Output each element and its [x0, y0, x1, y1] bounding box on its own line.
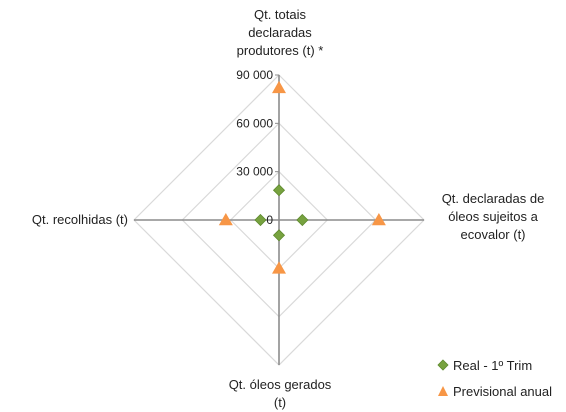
axis-label-right: Qt. declaradas de óleos sujeitos a ecova…	[425, 190, 561, 244]
legend-item-real: Real - 1º Trim	[437, 356, 552, 374]
axis-label-line: Qt. recolhidas (t)	[31, 212, 128, 227]
axis-label-line: óleos sujeitos a	[448, 209, 538, 224]
data-point-diamond	[272, 184, 286, 197]
axis-label-bottom: Qt. óleos gerados (t)	[212, 376, 348, 412]
legend: Real - 1º Trim Previsional anual	[437, 356, 552, 408]
tick-label-group: 0 30 000 60 000 90 000	[236, 68, 279, 227]
axis-label-line: produtores (t) *	[236, 43, 324, 58]
tick-label: 60 000	[236, 116, 273, 130]
legend-label: Real - 1º Trim	[453, 357, 533, 373]
tick-label: 0	[266, 213, 273, 227]
series-group	[218, 80, 386, 274]
legend-label: Previsional anual	[453, 383, 553, 399]
axis-label-line: ecovalor (t)	[460, 227, 526, 242]
data-point-triangle	[371, 213, 386, 226]
data-point-diamond	[254, 213, 267, 227]
axis-label-line: (t)	[273, 395, 287, 410]
legend-item-previsional: Previsional anual	[437, 382, 552, 400]
axis-label-top: Qt. totais declaradas produtores (t) *	[222, 6, 338, 60]
axis-label-line: Qt. óleos gerados	[228, 377, 332, 392]
axis-label-left: Qt. recolhidas (t)	[4, 211, 128, 229]
axis-label-line: Qt. declaradas de	[441, 191, 545, 206]
data-point-triangle	[218, 213, 233, 226]
data-point-triangle	[272, 261, 286, 274]
data-point-diamond	[272, 229, 286, 242]
data-point-diamond	[296, 213, 309, 227]
tick-label: 90 000	[236, 68, 273, 82]
axis-label-line: Qt. totais	[253, 7, 307, 22]
axis-label-line: declaradas	[248, 25, 312, 40]
data-point-triangle	[272, 80, 286, 94]
diamond-marker-icon	[437, 359, 449, 371]
tick-label: 30 000	[236, 165, 273, 179]
triangle-marker-icon	[438, 386, 448, 396]
